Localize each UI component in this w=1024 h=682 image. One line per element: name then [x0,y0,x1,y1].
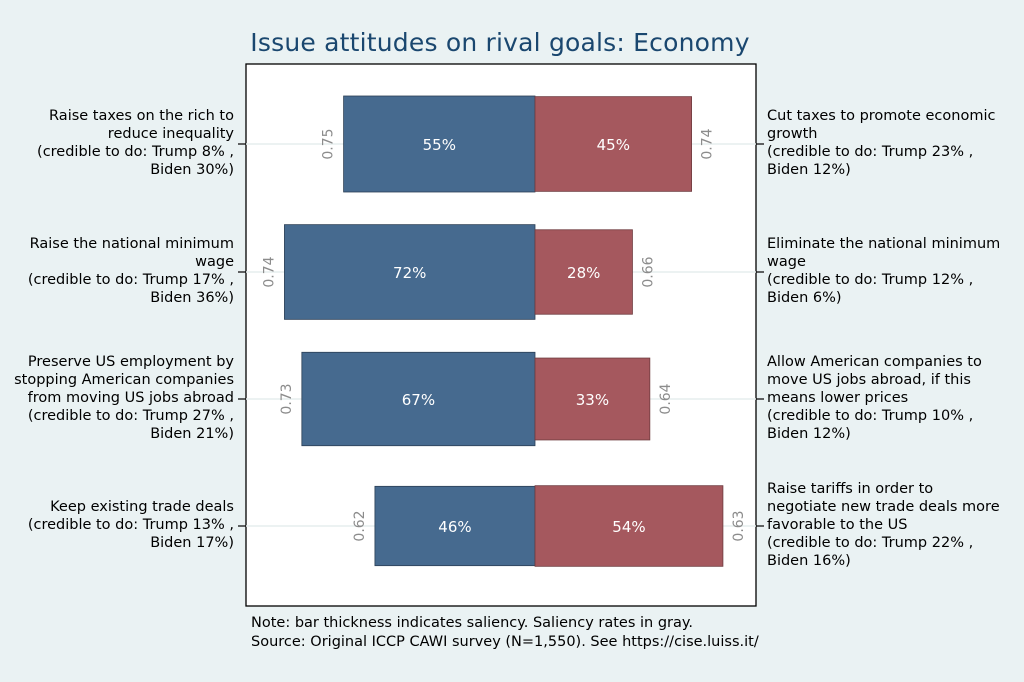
right-row-label-line: favorable to the US [767,517,908,533]
left-row-label-line: (credible to do: Trump 17% , [27,272,234,288]
left-bar-value: 46% [438,518,471,536]
left-row-label-line: (credible to do: Trump 13% , [27,517,234,533]
right-row-label-line: Allow American companies to [767,354,982,370]
left-row-label-line: reduce inequality [107,126,234,142]
left-row-label-line: Biden 30%) [150,162,234,178]
left-row-label-line: stopping American companies [14,372,234,388]
left-row-label-line: Biden 17%) [150,535,234,551]
chart-title: Issue attitudes on rival goals: Economy [250,28,750,57]
left-row-label: Raise the national minimum wage (credible … [28,235,234,307]
left-saliency-label: 0.74 [261,256,277,287]
left-saliency-label: 0.73 [279,383,295,414]
left-row-label-line: Biden 36%) [150,290,234,306]
right-row-label-line: (credible to do: Trump 10% , [767,408,974,424]
left-saliency-label: 0.75 [321,128,337,159]
left-bar [374,485,536,567]
note-line: Note: bar thickness indicates saliency. … [251,615,694,631]
left-row-label-line: wage [195,254,234,270]
left-row-label: Raise taxes on the rich to reduce inequal… [37,107,234,179]
right-bar [534,357,651,441]
left-bar [284,224,536,320]
right-row-label: Allow American companies to move US jobs … [767,353,982,443]
right-bar-value: 28% [567,264,600,282]
left-row-label-line: Preserve US employment by [27,354,234,370]
right-bar [534,229,633,315]
right-row-label-line: negotiate new trade deals more [767,499,1000,515]
right-row-label: Raise tariffs in order to negotiate new t… [767,480,1000,570]
left-row-label-line: Biden 21%) [150,426,234,442]
left-bar-value: 55% [423,136,456,154]
right-row-label-line: Raise tariffs in order to [767,481,934,497]
right-row-label-line: Cut taxes to promote economic [767,108,996,124]
left-row-label-line: Raise taxes on the rich to [49,108,234,124]
left-row-label-line: (credible to do: Trump 8% , [37,144,234,160]
right-saliency-label: 0.74 [700,128,716,159]
right-row-label-line: (credible to do: Trump 22% , [767,535,974,551]
left-row-label: Keep existing trade deals (credible to do… [28,498,234,552]
source-line: Source: Original ICCP CAWI survey (N=1,5… [251,634,759,650]
right-row-label-line: Biden 16%) [767,553,851,569]
right-row-label-line: Eliminate the national minimum [767,236,1001,252]
right-row-label-line: move US jobs abroad, if this [767,372,971,388]
left-row-label-line: Keep existing trade deals [50,499,234,515]
left-bar [301,351,536,447]
right-row-label-line: Biden 12%) [767,162,851,178]
right-saliency-label: 0.63 [731,510,747,541]
right-row-label-line: growth [767,126,818,142]
left-row-label-line: (credible to do: Trump 27% , [27,408,234,424]
chart-note: Note: bar thickness indicates saliency. … [251,614,759,652]
left-row-label-line: Raise the national minimum [29,236,234,252]
right-row-label-line: means lower prices [767,390,909,406]
right-row-label: Eliminate the national minimum wage (credi… [767,235,1000,307]
right-bar-value: 33% [576,391,609,409]
right-bar [534,485,724,567]
left-saliency-label: 0.62 [352,510,368,541]
right-saliency-label: 0.64 [658,383,674,414]
left-row-label-line: from moving US jobs abroad [27,390,234,406]
right-row-label: Cut taxes to promote economic growth (cred… [767,107,995,179]
left-row-label: Preserve US employment by stopping Americ… [14,353,234,443]
right-bar-value: 54% [612,518,645,536]
right-row-label-line: (credible to do: Trump 12% , [767,272,974,288]
right-row-label-line: Biden 6%) [767,290,842,306]
left-bar-value: 72% [393,264,426,282]
right-saliency-label: 0.66 [640,256,656,287]
left-bar-value: 67% [402,391,435,409]
right-bar [534,96,693,192]
right-row-label-line: wage [767,254,806,270]
right-row-label-line: Biden 12%) [767,426,851,442]
right-bar-value: 45% [597,136,630,154]
right-row-label-line: (credible to do: Trump 23% , [767,144,974,160]
